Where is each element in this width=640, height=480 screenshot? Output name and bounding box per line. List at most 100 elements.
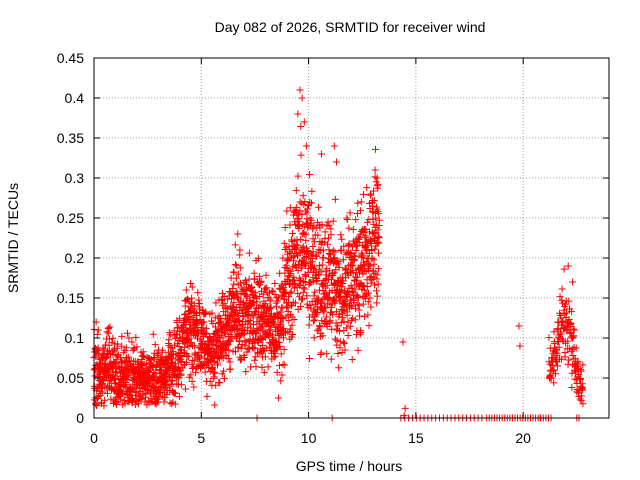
data-point — [294, 172, 302, 180]
data-point — [344, 332, 352, 340]
data-point — [323, 350, 331, 358]
axis-ticks: 0 0.05 0.1 0.15 0.2 0.25 0.3 0.35 0.4 0.45 0 5 10 15 2… — [57, 50, 609, 446]
data-point — [200, 318, 208, 326]
data-point — [236, 264, 244, 272]
data-point — [185, 334, 193, 342]
data-point — [235, 317, 243, 325]
data-point — [201, 368, 209, 376]
x-tick-label: 10 — [301, 430, 317, 446]
data-point — [579, 361, 587, 369]
data-point — [220, 367, 228, 375]
data-point — [570, 332, 578, 340]
data-point — [550, 379, 558, 387]
data-point — [251, 275, 259, 283]
data-point — [232, 287, 240, 295]
data-point — [352, 216, 360, 224]
data-point — [335, 263, 343, 271]
data-point — [269, 331, 277, 339]
data-point — [293, 241, 301, 249]
data-point — [283, 265, 291, 273]
data-point — [356, 230, 364, 238]
data-point — [174, 340, 182, 348]
data-point — [370, 230, 378, 238]
data-point — [222, 303, 230, 311]
data-point — [567, 307, 575, 315]
data-point — [166, 331, 174, 339]
data-point — [295, 281, 303, 289]
data-point — [273, 368, 281, 376]
data-point — [279, 254, 287, 262]
y-tick-label: 0.2 — [65, 250, 85, 266]
data-point — [252, 330, 260, 338]
data-point — [173, 380, 181, 388]
data-point — [354, 199, 362, 207]
data-point — [105, 325, 113, 333]
data-point — [296, 86, 304, 94]
data-point — [311, 288, 319, 296]
data-point — [354, 293, 362, 301]
data-point — [255, 293, 263, 301]
data-point — [311, 271, 319, 279]
data-point — [220, 299, 228, 307]
data-point — [374, 238, 382, 246]
data-point — [261, 353, 269, 361]
data-point — [214, 359, 222, 367]
data-point — [515, 322, 523, 330]
data-point — [165, 336, 173, 344]
data-point — [264, 363, 272, 371]
data-point — [579, 386, 587, 394]
y-tick-label: 0.1 — [65, 330, 85, 346]
data-point — [292, 244, 300, 252]
data-point — [122, 384, 130, 392]
data-point — [287, 288, 295, 296]
data-point — [550, 366, 558, 374]
data-point — [341, 346, 349, 354]
data-point — [365, 322, 373, 330]
data-point — [281, 361, 289, 369]
data-point — [295, 215, 303, 223]
data-point — [337, 231, 345, 239]
data-point — [258, 335, 266, 343]
data-point — [291, 299, 299, 307]
data-point — [310, 334, 318, 342]
data-point — [305, 354, 313, 362]
data-point — [116, 386, 124, 394]
data-point — [253, 298, 261, 306]
y-tick-label: 0.4 — [65, 90, 85, 106]
data-point — [374, 265, 382, 273]
data-point — [354, 294, 362, 302]
data-point — [318, 261, 326, 269]
data-point — [370, 197, 378, 205]
data-point — [275, 394, 283, 402]
data-point — [177, 381, 185, 389]
data-point — [160, 398, 168, 406]
y-tick-label: 0.3 — [65, 170, 85, 186]
data-point — [209, 353, 217, 361]
data-point — [121, 372, 129, 380]
data-point — [555, 338, 563, 346]
data-point — [128, 362, 136, 370]
data-point — [356, 312, 364, 320]
data-point — [363, 291, 371, 299]
data-point — [363, 218, 371, 226]
data-point — [301, 254, 309, 262]
data-point — [567, 320, 575, 328]
data-point — [323, 281, 331, 289]
data-point — [286, 204, 294, 212]
data-point — [262, 300, 270, 308]
data-point — [314, 218, 322, 226]
data-point — [232, 274, 240, 282]
data-point — [362, 232, 370, 240]
data-point — [337, 294, 345, 302]
data-point — [342, 299, 350, 307]
data-point — [237, 356, 245, 364]
data-point — [303, 215, 311, 223]
data-point — [171, 400, 179, 408]
data-point — [231, 348, 239, 356]
data-point — [569, 278, 577, 286]
data-point — [357, 328, 365, 336]
data-point — [309, 248, 317, 256]
data-point — [211, 369, 219, 377]
data-point — [347, 302, 355, 310]
data-point — [575, 371, 583, 379]
